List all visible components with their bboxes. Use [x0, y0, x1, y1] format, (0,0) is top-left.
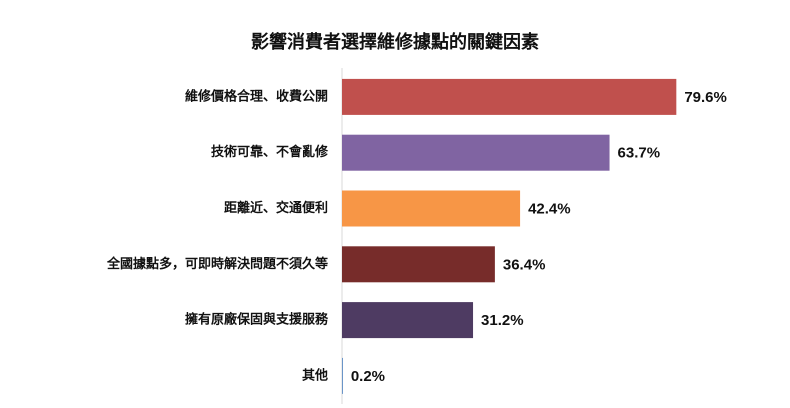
category-label-3: 全國據點多，可即時解決問題不須久等 — [106, 256, 328, 272]
value-label-5: 0.2% — [351, 368, 385, 385]
bar-1 — [342, 134, 610, 171]
category-label-0: 維修價格合理、收費公開 — [185, 88, 328, 104]
value-label-0: 79.6% — [684, 89, 727, 106]
category-labels-group: 維修價格合理、收費公開技術可靠、不會亂修距離近、交通便利全國據點多，可即時解決問… — [106, 88, 329, 383]
bar-0 — [342, 78, 677, 115]
value-label-1: 63.7% — [618, 145, 661, 162]
value-label-4: 31.2% — [481, 312, 524, 329]
bar-3 — [342, 246, 495, 283]
bar-5 — [342, 357, 343, 394]
bar-2 — [342, 190, 521, 227]
bars-group — [342, 78, 677, 394]
category-label-2: 距離近、交通便利 — [224, 200, 328, 216]
value-label-3: 36.4% — [503, 256, 546, 273]
category-label-4: 擁有原廠保固與支援服務 — [185, 312, 329, 328]
value-labels-group: 79.6% 63.7% 42.4% 36.4% 31.2% 0.2% — [351, 89, 727, 385]
category-label-5: 其他 — [302, 367, 328, 383]
chart-title: 影響消費者選擇維修據點的關鍵因素 — [251, 32, 539, 53]
bar-4 — [342, 302, 474, 339]
value-label-2: 42.4% — [528, 200, 571, 217]
category-label-1: 技術可靠、不會亂修 — [211, 144, 329, 160]
